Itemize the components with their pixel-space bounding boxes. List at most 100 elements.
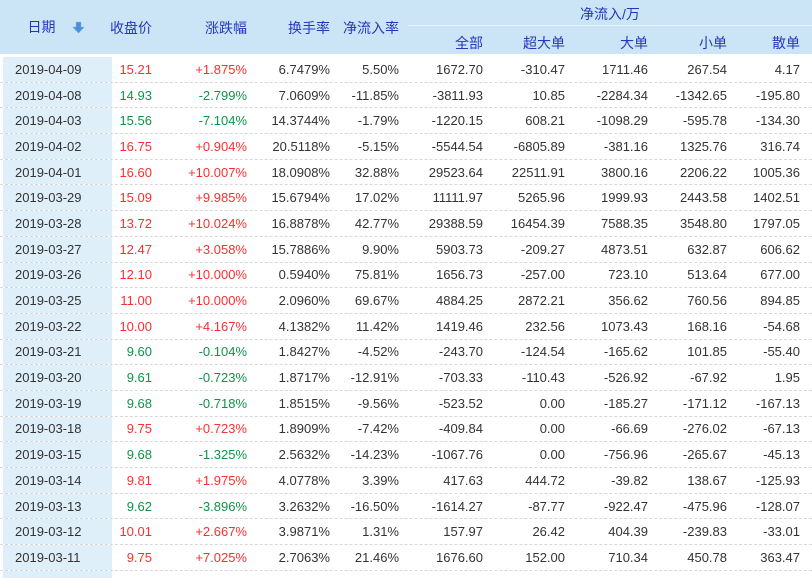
table-row: 2019-03-14 9.81 +1.975% 4.0778% 3.39% 417.63 4… bbox=[0, 468, 812, 494]
table-row: 2019-03-28 13.72 +10.024% 16.8878% 42.77% 293… bbox=[0, 211, 812, 237]
cell-date: 2019-04-02 bbox=[3, 134, 112, 159]
cell-inflow-large: 710.34 bbox=[608, 549, 648, 565]
column-header-retail[interactable]: 散单 bbox=[772, 35, 800, 51]
cell-change-percent: +0.904% bbox=[195, 138, 247, 154]
cell-inflow-retail: 1797.05 bbox=[753, 215, 800, 231]
cell-inflow-retail: 1005.36 bbox=[753, 164, 800, 180]
cell-inflow-small: -171.12 bbox=[682, 395, 727, 411]
inflow-group-divider bbox=[408, 25, 812, 26]
partial-next-row bbox=[0, 570, 812, 578]
table-row: 2019-03-15 9.68 -1.325% 2.5632% -14.23% -1067… bbox=[0, 442, 812, 468]
column-header-large[interactable]: 大单 bbox=[620, 35, 648, 51]
cell-net-inflow-rate: 9.90% bbox=[362, 241, 399, 257]
cell-turnover-rate: 6.7479% bbox=[278, 61, 330, 77]
cell-date: 2019-03-26 bbox=[3, 262, 112, 288]
cell-turnover-rate: 3.2632% bbox=[278, 498, 330, 514]
column-header-xlarge[interactable]: 超大单 bbox=[523, 35, 565, 51]
cell-change-percent: +10.007% bbox=[188, 164, 247, 180]
sort-descending-icon[interactable] bbox=[71, 21, 85, 34]
cell-turnover-rate: 1.8909% bbox=[278, 421, 330, 437]
cell-inflow-all: -1067.76 bbox=[431, 447, 483, 463]
partial-next-row-date-cell bbox=[3, 570, 112, 578]
cell-net-inflow-rate: 17.02% bbox=[354, 190, 399, 206]
cell-inflow-large: 356.62 bbox=[608, 293, 648, 309]
cell-inflow-xlarge: 26.42 bbox=[532, 524, 565, 540]
cell-inflow-xlarge: -209.27 bbox=[520, 241, 565, 257]
cell-inflow-large: 7588.35 bbox=[601, 215, 648, 231]
cell-inflow-small: 632.87 bbox=[687, 241, 727, 257]
cell-inflow-all: -703.33 bbox=[438, 370, 483, 386]
column-header-date[interactable]: 日期 bbox=[0, 0, 112, 54]
cell-date: 2019-03-20 bbox=[3, 365, 112, 390]
column-header-change[interactable]: 涨跌幅 bbox=[205, 20, 247, 36]
cell-inflow-retail: -125.93 bbox=[755, 472, 800, 488]
cell-inflow-small: -67.92 bbox=[690, 370, 727, 386]
cell-inflow-xlarge: -6805.89 bbox=[513, 138, 565, 154]
cell-close-price: 9.75 bbox=[126, 421, 152, 437]
cell-net-inflow-rate: 5.50% bbox=[362, 61, 399, 77]
column-header-inflow-rate[interactable]: 净流入率 bbox=[343, 20, 399, 36]
column-header-close[interactable]: 收盘价 bbox=[110, 20, 152, 36]
cell-inflow-retail: 1402.51 bbox=[753, 190, 800, 206]
cell-date: 2019-03-12 bbox=[3, 519, 112, 545]
cell-inflow-all: 1656.73 bbox=[436, 267, 483, 283]
cell-inflow-xlarge: 152.00 bbox=[525, 549, 565, 565]
cell-date: 2019-03-15 bbox=[3, 442, 112, 467]
cell-turnover-rate: 14.3744% bbox=[271, 113, 330, 129]
cell-inflow-large: -165.62 bbox=[603, 344, 648, 360]
cell-close-price: 16.60 bbox=[119, 164, 152, 180]
cell-inflow-retail: -67.13 bbox=[763, 421, 800, 437]
table-row: 2019-04-02 16.75 +0.904% 20.5118% -5.15% -554… bbox=[0, 134, 812, 160]
cell-close-price: 9.62 bbox=[126, 498, 152, 514]
cell-turnover-rate: 0.5940% bbox=[278, 267, 330, 283]
cell-inflow-large: 1711.46 bbox=[601, 61, 648, 77]
cell-change-percent: -0.718% bbox=[198, 395, 247, 411]
cell-net-inflow-rate: 11.42% bbox=[355, 318, 399, 334]
cell-inflow-small: 2443.58 bbox=[680, 190, 727, 206]
table-row: 2019-04-08 14.93 -2.799% 7.0609% -11.85% -381… bbox=[0, 82, 812, 109]
column-header-all[interactable]: 全部 bbox=[455, 35, 483, 51]
cell-date: 2019-04-03 bbox=[3, 108, 112, 134]
cell-inflow-large: -185.27 bbox=[603, 395, 648, 411]
cell-inflow-large: -66.69 bbox=[611, 421, 648, 437]
cell-inflow-small: 513.64 bbox=[687, 267, 727, 283]
cell-inflow-small: -239.83 bbox=[682, 524, 727, 540]
table-row: 2019-03-11 9.75 +7.025% 2.7063% 21.46% 1676.6… bbox=[0, 545, 812, 571]
cell-inflow-retail: -134.30 bbox=[755, 113, 800, 129]
column-header-turnover[interactable]: 换手率 bbox=[288, 20, 330, 36]
cell-inflow-xlarge: -110.43 bbox=[521, 370, 565, 386]
cell-inflow-all: 4884.25 bbox=[436, 293, 483, 309]
cell-inflow-large: -381.16 bbox=[603, 138, 648, 154]
cell-inflow-retail: -33.01 bbox=[763, 524, 800, 540]
cell-net-inflow-rate: -4.52% bbox=[357, 344, 399, 360]
cell-inflow-small: 168.16 bbox=[687, 318, 727, 334]
cell-close-price: 12.10 bbox=[119, 267, 152, 283]
cell-change-percent: -1.325% bbox=[198, 447, 247, 463]
cell-inflow-all: 5903.73 bbox=[436, 241, 483, 257]
cell-inflow-retail: -167.13 bbox=[755, 395, 800, 411]
cell-turnover-rate: 15.7886% bbox=[271, 241, 330, 257]
cell-inflow-small: 1325.76 bbox=[680, 138, 727, 154]
cell-inflow-all: -409.84 bbox=[438, 421, 483, 437]
cell-inflow-retail: -55.40 bbox=[763, 344, 800, 360]
table-row: 2019-03-19 9.68 -0.718% 1.8515% -9.56% -523.5… bbox=[0, 390, 812, 417]
column-header-small[interactable]: 小单 bbox=[699, 35, 727, 51]
cell-inflow-all: -523.52 bbox=[438, 395, 483, 411]
cell-inflow-small: 138.67 bbox=[687, 472, 727, 488]
cell-net-inflow-rate: -9.56% bbox=[357, 395, 399, 411]
cell-inflow-xlarge: -310.47 bbox=[520, 61, 565, 77]
cell-inflow-all: 417.63 bbox=[443, 472, 483, 488]
cell-net-inflow-rate: -11.85% bbox=[351, 87, 399, 103]
cell-close-price: 9.81 bbox=[126, 472, 152, 488]
cell-net-inflow-rate: -12.91% bbox=[350, 370, 399, 386]
cell-net-inflow-rate: 32.88% bbox=[354, 164, 399, 180]
cell-inflow-retail: 316.74 bbox=[760, 138, 800, 154]
cell-inflow-large: 4873.51 bbox=[601, 241, 648, 257]
cell-inflow-all: 29523.64 bbox=[428, 164, 483, 180]
cell-turnover-rate: 1.8515% bbox=[278, 395, 330, 411]
cell-inflow-xlarge: 232.56 bbox=[525, 318, 565, 334]
cell-close-price: 11.00 bbox=[120, 293, 152, 309]
table-row: 2019-03-25 11.00 +10.000% 2.0960% 69.67% 4884… bbox=[0, 288, 812, 314]
cell-inflow-retail: 1.95 bbox=[774, 370, 800, 386]
cell-date: 2019-03-13 bbox=[3, 493, 112, 519]
